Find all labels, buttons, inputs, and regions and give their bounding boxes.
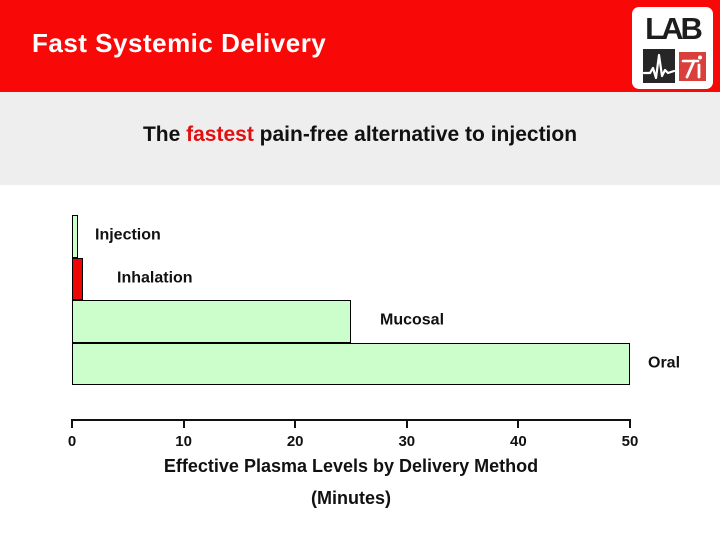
chart-caption-line2: (Minutes) (311, 488, 391, 508)
bar-row-inhalation: Inhalation (72, 257, 630, 300)
bar-inhalation (72, 257, 84, 300)
subtitle-band: The fastest pain-free alternative to inj… (0, 92, 720, 185)
logo-text: LAB (645, 11, 703, 46)
bar-row-injection: Injection (72, 215, 630, 258)
x-axis-tick (405, 419, 408, 428)
ecg-waveform-icon (643, 49, 675, 83)
logo-7i-mark-icon (679, 52, 706, 81)
bar-row-oral: Oral (72, 342, 680, 385)
x-axis-tick-label: 0 (67, 433, 77, 450)
subtitle-highlight: fastest (186, 123, 254, 146)
x-axis-line (71, 419, 631, 421)
chart-caption-line1: Effective Plasma Levels by Delivery Meth… (163, 456, 539, 476)
x-axis-tick-label: 40 (510, 433, 527, 450)
subtitle-prefix: The (142, 123, 187, 146)
header-band: Fast Systemic Delivery LAB (0, 0, 720, 92)
bar-label-mucosal: Mucosal (380, 311, 445, 329)
subtitle-suffix: pain-free alternative to injection (253, 123, 578, 146)
x-axis-tick (517, 419, 520, 428)
logo: LAB (632, 7, 713, 89)
x-axis-tick-label: 20 (286, 433, 304, 450)
x-axis-tick-label: 10 (175, 433, 192, 450)
x-axis-tick (294, 419, 297, 428)
x-axis: 0 10 20 30 40 50 (68, 419, 638, 455)
bar-chart: Injection Inhalation Mucosal Oral (72, 215, 680, 385)
bar-oral (72, 342, 630, 385)
x-axis-tick (182, 419, 185, 428)
bar-label-inhalation: Inhalation (117, 269, 193, 287)
x-axis-tick-label: 30 (398, 433, 416, 450)
x-axis-tick-label: 50 (621, 433, 639, 450)
x-axis-tick (71, 419, 73, 428)
subtitle: The fastest pain-free alternative to inj… (0, 123, 720, 147)
slide-title: Fast Systemic Delivery (32, 28, 327, 58)
bar-label-oral: Oral (648, 354, 681, 372)
x-axis-tick (629, 419, 631, 428)
bar-injection (72, 215, 78, 258)
bar-label-injection: Injection (95, 226, 161, 244)
chart-caption: Effective Plasma Levels by Delivery Meth… (72, 456, 630, 509)
bar-row-mucosal: Mucosal (72, 300, 630, 343)
bar-mucosal (72, 300, 351, 343)
